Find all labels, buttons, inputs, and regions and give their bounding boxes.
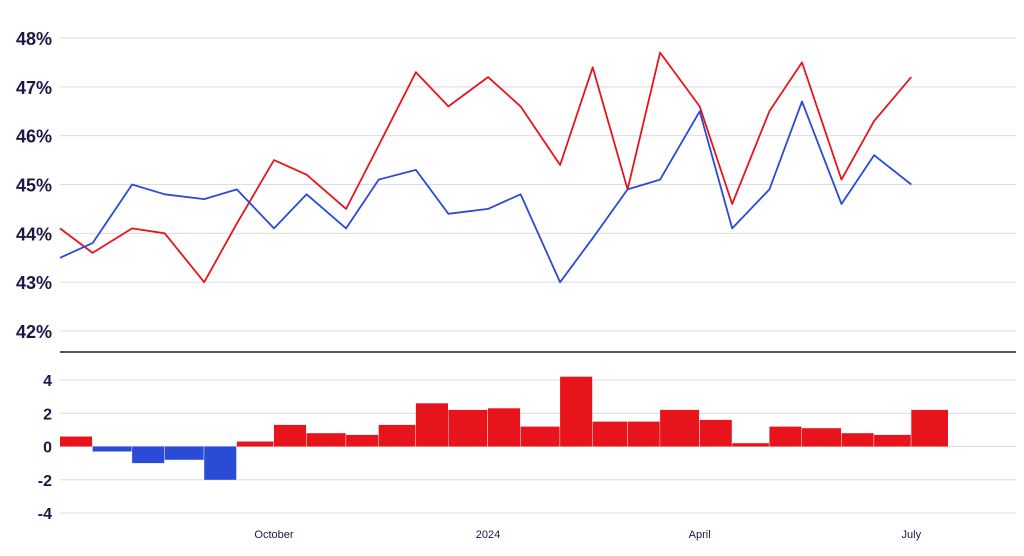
x-tick-label: April — [689, 529, 711, 541]
x-axis: October 2024 April July — [254, 529, 921, 541]
bar — [60, 436, 93, 447]
bar — [732, 443, 769, 447]
top-y-tick-label: 44% — [16, 224, 52, 244]
top-panel-y-axis: 42% 43% 44% 45% 46% 47% 48% — [16, 29, 52, 342]
bar — [164, 446, 204, 460]
bar — [306, 433, 346, 447]
bottom-y-tick-label: 4 — [43, 373, 52, 390]
bottom-y-tick-label: 2 — [43, 406, 52, 423]
bar — [560, 376, 593, 447]
x-tick-label: 2024 — [476, 529, 500, 541]
bar — [204, 446, 237, 480]
series-line-2 — [59, 100, 912, 284]
bar — [911, 409, 948, 447]
top-y-tick-label: 46% — [16, 127, 52, 147]
bar — [378, 424, 416, 447]
x-tick-label: July — [902, 529, 922, 541]
bar — [769, 426, 802, 447]
bottom-panel-bars — [60, 376, 948, 480]
bottom-panel-y-axis: -4 -2 0 2 4 — [38, 373, 52, 523]
top-y-tick-label: 47% — [16, 78, 52, 98]
series-line-1 — [59, 51, 912, 284]
bar — [346, 434, 379, 447]
bar — [92, 446, 132, 452]
bar — [415, 403, 448, 447]
top-y-tick-label: 42% — [16, 322, 52, 342]
bar — [802, 428, 841, 447]
bar — [488, 408, 521, 447]
bar — [236, 441, 274, 447]
bar — [874, 434, 911, 447]
bar — [699, 419, 732, 447]
bar — [841, 433, 874, 447]
bar — [520, 426, 560, 447]
bar — [132, 446, 165, 464]
x-tick-label: October — [254, 529, 293, 541]
bar — [627, 421, 660, 447]
top-panel-series — [59, 51, 912, 284]
bottom-y-tick-label: -4 — [38, 506, 52, 523]
bar — [448, 409, 488, 447]
bar — [592, 421, 628, 447]
top-panel-gridlines — [60, 37, 1016, 332]
bottom-y-tick-label: -2 — [38, 473, 52, 490]
top-y-tick-label: 45% — [16, 176, 52, 196]
bottom-y-tick-label: 0 — [43, 440, 52, 457]
bar — [274, 424, 307, 447]
top-y-tick-label: 43% — [16, 273, 52, 293]
top-y-tick-label: 48% — [16, 29, 52, 49]
bar — [660, 409, 700, 447]
